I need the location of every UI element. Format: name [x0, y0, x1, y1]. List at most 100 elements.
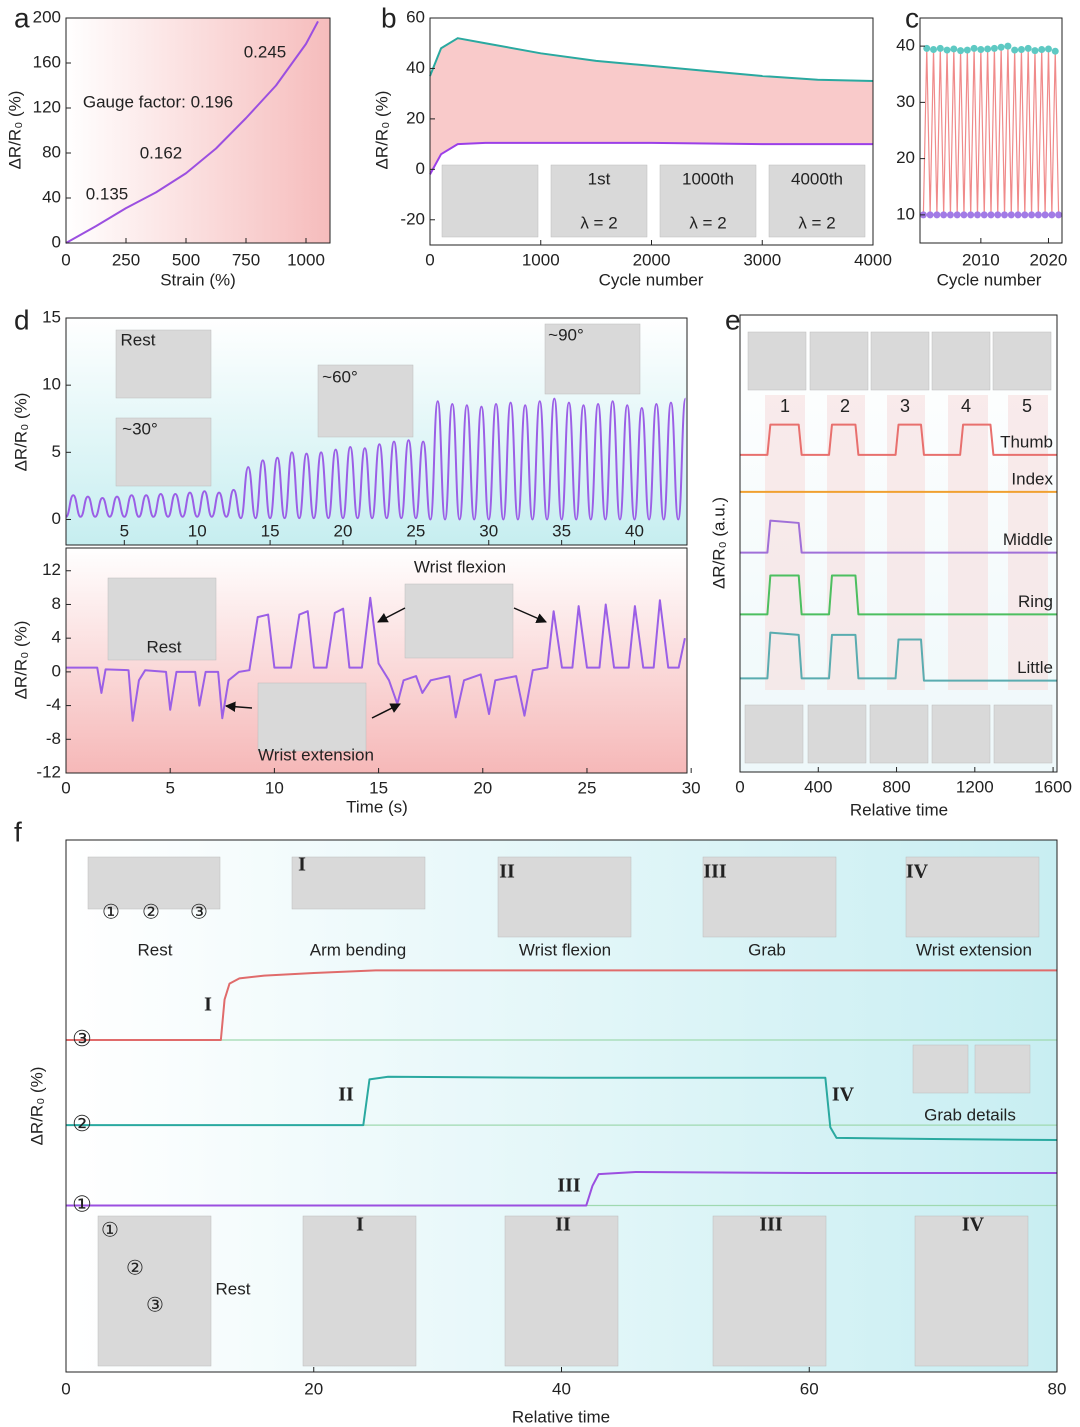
point — [1021, 211, 1029, 219]
y-tick-label: 20 — [896, 148, 915, 167]
y-tick-label: -20 — [400, 209, 425, 228]
annotation: I — [204, 994, 212, 1016]
photo — [497, 856, 632, 938]
annotation: Rest — [216, 1279, 251, 1298]
annotation: ③ — [146, 1294, 164, 1316]
annotation: II — [499, 861, 515, 883]
annotation: ~60° — [322, 367, 358, 386]
y-tick-label: 12 — [42, 560, 61, 579]
annotation: 0.245 — [244, 42, 287, 61]
annotation: IV — [832, 1084, 855, 1106]
x-tick-label: 40 — [552, 1379, 571, 1398]
point — [990, 44, 998, 52]
point — [1048, 211, 1056, 219]
series-line — [65, 397, 687, 521]
y-tick-label: 5 — [52, 442, 61, 461]
arrow — [224, 701, 253, 712]
y-tick-label: 10 — [42, 375, 61, 394]
x-tick-label: 15 — [261, 521, 280, 540]
x-tick-label: 0 — [61, 1379, 70, 1398]
annotation: Gauge factor: 0.196 — [83, 92, 233, 111]
photo — [992, 331, 1052, 391]
point — [1041, 211, 1049, 219]
x-tick-label: 2010 — [962, 250, 1000, 269]
point — [1011, 46, 1019, 54]
y-tick-label: 120 — [33, 97, 61, 116]
annotation: λ = 2 — [798, 213, 835, 232]
x-tick-label: 250 — [112, 250, 140, 269]
y-tick-label: 4 — [52, 628, 61, 647]
gesture-shade — [887, 395, 925, 690]
panel-label: a — [14, 2, 30, 33]
legend-label: ① — [72, 1191, 92, 1216]
x-tick-label: 35 — [552, 521, 571, 540]
point — [943, 46, 951, 54]
x-tick-label: 5 — [165, 778, 174, 797]
point — [977, 46, 985, 53]
y-axis-label: ΔR/R₀ (a.u.) — [709, 497, 728, 589]
point — [950, 45, 958, 53]
annotation: Rest — [147, 637, 182, 656]
x-tick-label: 800 — [882, 777, 910, 796]
arrow — [513, 607, 547, 624]
point — [1051, 47, 1059, 55]
series-line — [740, 631, 1057, 682]
x-axis-label: Time (s) — [346, 797, 408, 816]
annotation: Rest — [138, 940, 173, 959]
x-tick-label: 60 — [800, 1379, 819, 1398]
y-tick-label: 160 — [33, 52, 61, 71]
y-tick-label: 80 — [42, 142, 61, 161]
x-tick-label: 3000 — [743, 250, 781, 269]
series-line — [740, 519, 1057, 554]
point — [997, 43, 1005, 51]
series-line — [66, 596, 686, 722]
y-axis-label: ΔR/R₀ (%) — [11, 393, 30, 472]
x-tick-label: 20 — [304, 1379, 323, 1398]
x-tick-label: 4000 — [854, 250, 892, 269]
panel-label: f — [14, 816, 22, 847]
annotation: III — [557, 1175, 581, 1197]
photo — [914, 1215, 1029, 1367]
annotation: IV — [962, 1214, 985, 1236]
annotation: 0.135 — [86, 184, 129, 203]
y-axis-label: ΔR/R₀ (%) — [372, 91, 391, 170]
x-tick-label: 0 — [61, 778, 70, 797]
photo — [291, 856, 426, 910]
photo — [869, 704, 929, 764]
point — [1034, 211, 1042, 219]
x-tick-label: 30 — [479, 521, 498, 540]
x-axis-label: Strain (%) — [160, 270, 236, 289]
annotation: 2 — [840, 396, 850, 416]
point — [957, 47, 965, 55]
point — [1004, 42, 1012, 50]
x-tick-label: 0 — [61, 250, 70, 269]
x-tick-label: 1200 — [956, 777, 994, 796]
photo — [905, 856, 1040, 938]
plot-frame — [739, 314, 1058, 773]
y-tick-label: 0 — [52, 232, 61, 251]
x-tick-label: 30 — [682, 778, 701, 797]
y-tick-label: -8 — [46, 729, 61, 748]
y-tick-label: 200 — [33, 7, 61, 26]
plot-frame — [65, 17, 331, 244]
photo — [97, 1215, 212, 1367]
legend-label: Thumb — [1000, 432, 1053, 451]
panel-label: e — [725, 304, 741, 335]
point — [1017, 46, 1025, 53]
legend-label: Middle — [1003, 530, 1053, 549]
x-tick-label: 500 — [172, 250, 200, 269]
y-axis-label: ΔR/R₀ (%) — [11, 621, 30, 700]
photo — [702, 856, 837, 938]
x-tick-label: 2020 — [1030, 250, 1068, 269]
point — [963, 46, 971, 54]
y-tick-label: 20 — [406, 108, 425, 127]
annotation: II — [555, 1214, 571, 1236]
y-tick-label: 40 — [896, 36, 915, 55]
annotation: ② — [126, 1257, 144, 1279]
point — [980, 211, 988, 219]
photo — [441, 164, 539, 238]
x-tick-label: 40 — [625, 521, 644, 540]
x-tick-label: 400 — [804, 777, 832, 796]
point — [1001, 211, 1009, 219]
